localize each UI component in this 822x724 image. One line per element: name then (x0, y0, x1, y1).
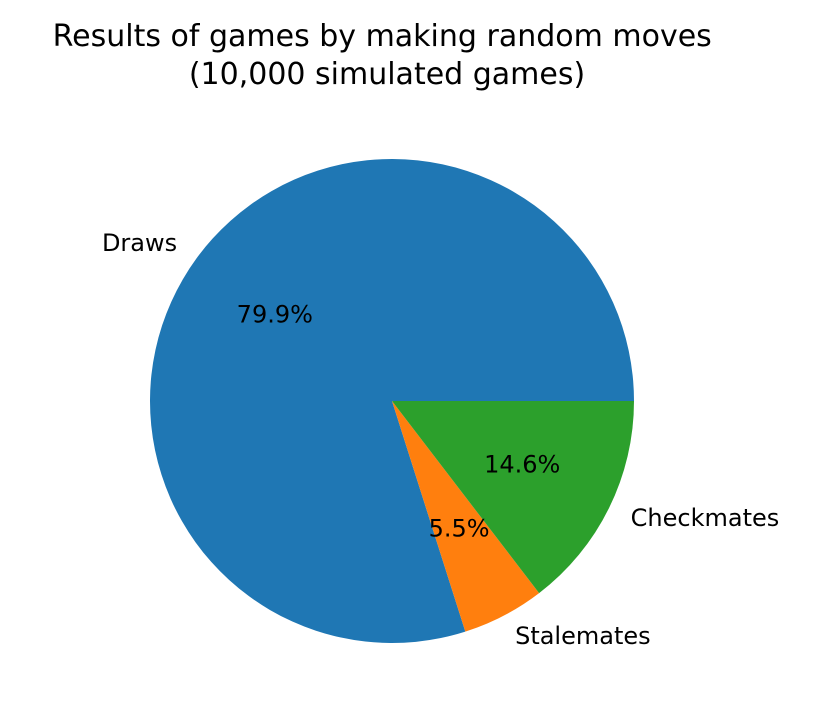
slice-label-draws: Draws (102, 229, 177, 257)
chart-title-line2: (10,000 simulated games) (189, 57, 585, 92)
slice-percent-draws: 79.9% (237, 300, 313, 328)
pie-labels: Draws 79.9% Stalemates 5.5% Checkmates 14.6% (102, 229, 779, 650)
pie-slice-draws (150, 158, 635, 643)
pie-slice-stalemates (392, 401, 540, 632)
pie-slice-checkmates (392, 401, 634, 594)
pie-slices (150, 158, 635, 643)
slice-label-stalemates: Stalemates (515, 622, 651, 650)
slice-percent-checkmates: 14.6% (484, 450, 560, 478)
slice-label-checkmates: Checkmates (631, 504, 780, 532)
chart-title-line1: Results of games by making random moves (53, 19, 712, 54)
slice-percent-stalemates: 5.5% (429, 515, 490, 543)
chart-title: Results of games by making random moves … (53, 19, 722, 92)
